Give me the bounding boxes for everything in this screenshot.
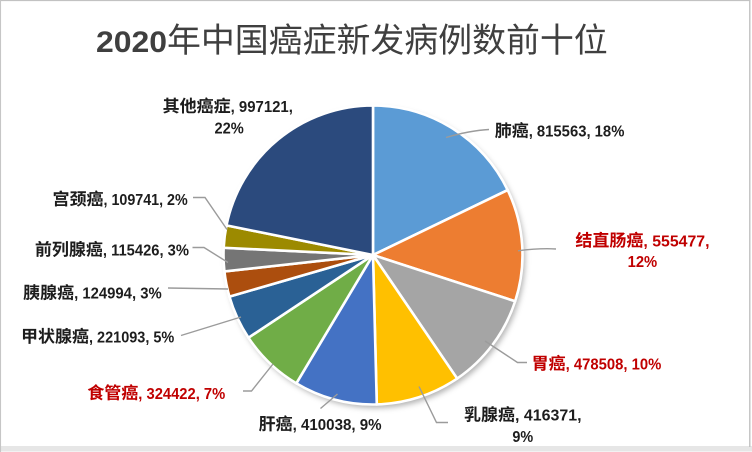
svg-text:9%: 9% xyxy=(512,429,533,446)
svg-text:12%: 12% xyxy=(628,254,658,271)
svg-text:, 478508, 10%: , 478508, 10% xyxy=(566,356,662,373)
svg-text:, 410038, 9%: , 410038, 9% xyxy=(293,417,382,434)
svg-text:, 221093, 5%: , 221093, 5% xyxy=(89,329,174,346)
svg-text:22%: 22% xyxy=(215,121,244,138)
svg-text:2020: 2020 xyxy=(96,26,167,59)
svg-text:, 109741, 2%: , 109741, 2% xyxy=(104,192,188,209)
svg-text:, 115426, 3%: , 115426, 3% xyxy=(103,242,189,259)
svg-text:, 997121,: , 997121, xyxy=(231,99,293,116)
svg-text:, 124994, 3%: , 124994, 3% xyxy=(74,286,162,303)
svg-text:, 555477,: , 555477, xyxy=(643,233,709,250)
svg-text:, 815563, 18%: , 815563, 18% xyxy=(529,124,625,141)
svg-text:, 416371,: , 416371, xyxy=(515,408,582,425)
svg-text:, 324422, 7%: , 324422, 7% xyxy=(138,386,225,403)
